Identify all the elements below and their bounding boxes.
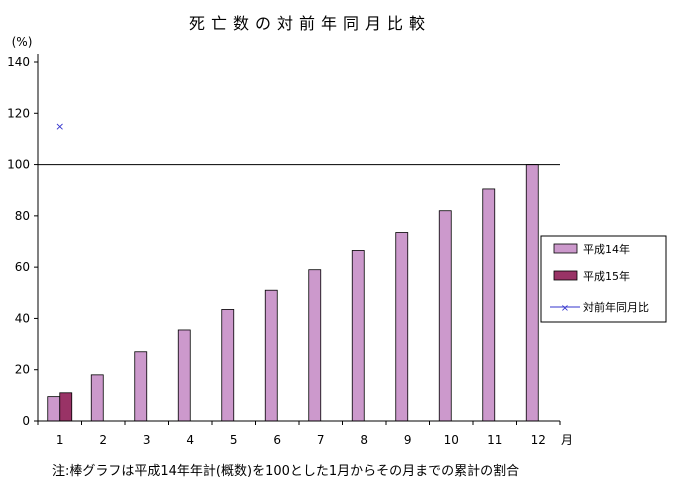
x-tick-label: 7 (317, 433, 325, 447)
bar-2002-month-10 (438, 210, 452, 422)
x-tick-label: 9 (404, 433, 412, 447)
legend-label-ratio: 対前年同月比 (583, 300, 649, 314)
y-tick-label: 120 (7, 106, 30, 120)
bar-2002-month-6 (264, 289, 278, 422)
x-tick-label: 4 (186, 433, 194, 447)
bar-2002-month-7 (308, 269, 322, 422)
legend-swatch-2002 (553, 243, 578, 254)
y-tick-label: 20 (15, 363, 30, 377)
y-axis-unit-label: (%) (12, 35, 33, 49)
x-tick-label: 1 (56, 433, 64, 447)
y-tick-label: 140 (7, 55, 30, 69)
bar-2002-month-5 (221, 309, 235, 422)
footnote: 注:棒グラフは平成14年年計(概数)を100とした1月からその月までの累計の割合 (52, 463, 519, 479)
y-tick-label: 60 (15, 260, 30, 274)
y-tick-label: 80 (15, 209, 30, 223)
bar-2002-month-3 (134, 351, 148, 422)
x-axis-ticks: 1 2 3 4 5 6 7 8 9 10 11 12 (37, 421, 561, 447)
bar-2002-month-4 (177, 329, 191, 422)
bar-2002-month-2 (90, 374, 104, 422)
y-tick-label: 100 (7, 158, 30, 172)
bar-2002-month-1 (47, 396, 61, 422)
chart-title: 死亡数の対前年同月比較 (189, 14, 431, 33)
ratio-point-month-1: × (55, 120, 64, 133)
x-tick-label: 11 (487, 433, 502, 447)
x-tick-label: 3 (143, 433, 151, 447)
x-tick-label: 8 (360, 433, 368, 447)
x-tick-label: 12 (531, 433, 546, 447)
y-tick-label: 40 (15, 311, 30, 325)
x-axis-unit-label: 月 (561, 433, 573, 447)
legend: 平成14年 平成15年 × 対前年同月比 (540, 235, 667, 323)
legend-swatch-2003 (553, 270, 578, 281)
y-tick-label: 0 (22, 414, 30, 428)
x-tick-label: 5 (230, 433, 238, 447)
x-tick-label: 2 (99, 433, 107, 447)
legend-label-2003: 平成15年 (583, 269, 630, 283)
legend-label-2002: 平成14年 (583, 242, 630, 256)
x-tick-label: 6 (273, 433, 281, 447)
y-axis-ticks: 0 20 40 60 80 100 120 140 (7, 55, 38, 428)
bar-2002-month-8 (351, 250, 365, 422)
x-tick-label: 10 (444, 433, 459, 447)
legend-marker-x-icon: × (561, 303, 569, 314)
bar-2003-month-1 (59, 392, 73, 422)
bars (47, 164, 539, 422)
bar-2002-month-9 (395, 232, 409, 422)
ratio-points: × (55, 120, 64, 133)
bar-2002-month-11 (482, 188, 496, 422)
bar-2002-month-12 (525, 164, 539, 422)
